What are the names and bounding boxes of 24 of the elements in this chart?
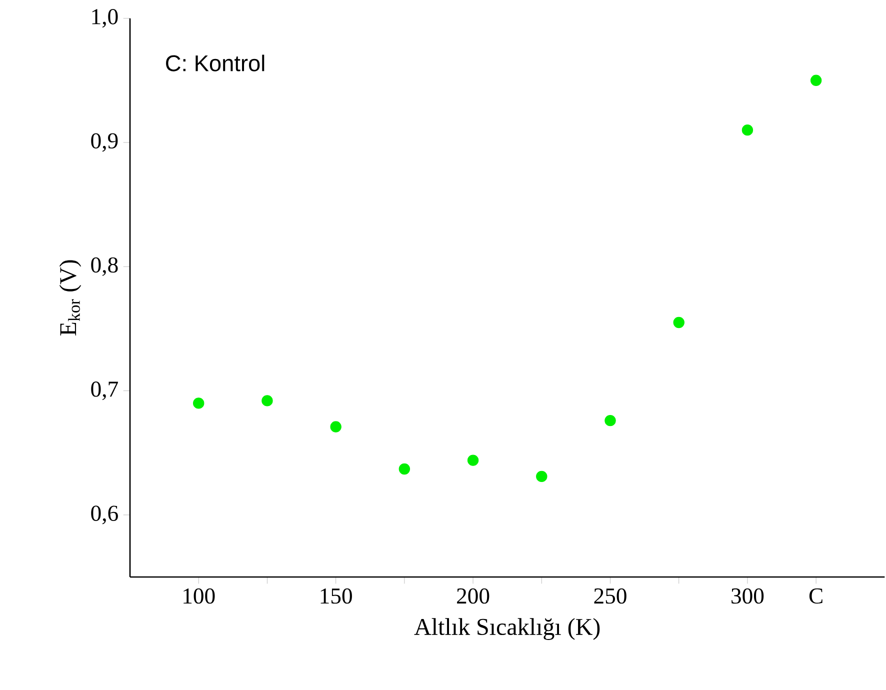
y-tick-label: 0,8 [91,257,118,276]
x-tick-label: 200 [457,588,490,604]
point [398,463,410,475]
y-tick-label: 0,7 [91,381,118,400]
y-tick-label: 1,0 [92,9,118,28]
point [742,124,754,136]
y-axis-title: E$_{kor}$ (V) [59,260,82,336]
x-tick-label: 300 [732,588,764,604]
x-tick-label: 250 [594,588,626,604]
point [262,395,273,406]
point [604,414,616,426]
x-tick-label: 100 [184,588,215,604]
x-tick-label: 150 [320,588,352,604]
y-tick-label: 0,9 [91,133,118,152]
x-tick-label: C [809,588,822,604]
point [467,454,479,466]
annotation: C: Kontrol [166,54,264,72]
x-axis-title: Altlık Sıcaklığı (K) [414,618,600,640]
point [673,316,684,328]
point [810,74,822,86]
y-tick-label: 0,6 [91,506,118,524]
point [193,398,204,409]
point [536,470,548,482]
point [330,421,342,432]
